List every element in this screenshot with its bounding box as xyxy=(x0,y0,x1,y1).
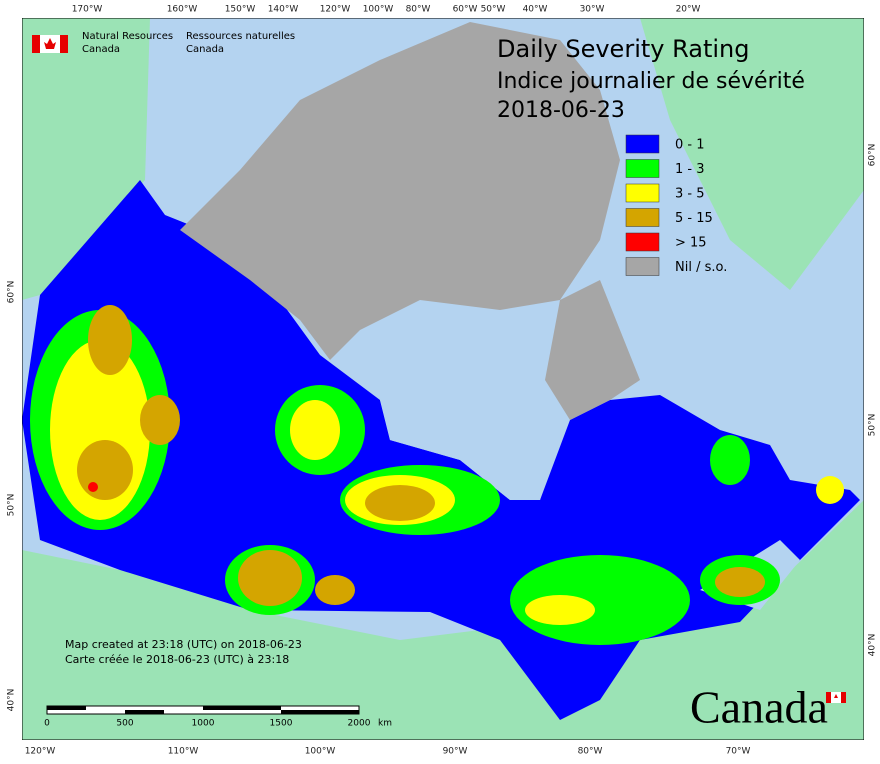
graticule-labels: 170°W 160°W 150°W 140°W 120°W 100°W 80°W 60°W 50… xyxy=(7,5,878,757)
org-fr: Ressources naturelles xyxy=(186,31,295,42)
map xyxy=(22,18,864,740)
legend-swatch xyxy=(625,257,660,276)
org-en: Natural Resources xyxy=(82,31,173,42)
legend-label: Nil / s.o. xyxy=(675,260,727,275)
scale-unit: km xyxy=(378,719,392,729)
scale-label: 1000 xyxy=(192,719,215,729)
longitude-label: 30°W xyxy=(580,5,605,15)
title: Indice journalier de sévérité xyxy=(497,69,805,94)
scale-label: 2000 xyxy=(348,719,371,729)
nrcan-signature: Natural Resources Canada Ressources natu… xyxy=(32,31,295,55)
northern-quebec xyxy=(545,280,640,420)
severity-zones xyxy=(30,305,844,645)
longitude-label: 150°W xyxy=(225,5,256,15)
longitude-label: 40°W xyxy=(523,5,548,15)
latitude-label: 60°N xyxy=(868,144,878,167)
arctic-islands xyxy=(180,22,620,360)
longitude-label: 60°W xyxy=(453,5,478,15)
longitude-label: 160°W xyxy=(167,5,198,15)
longitude-label: 80°W xyxy=(578,747,603,757)
legend-label: 0 - 1 xyxy=(675,138,705,153)
legend-label: 3 - 5 xyxy=(675,187,705,202)
legend-label: > 15 xyxy=(675,236,707,251)
longitude-label: 120°W xyxy=(320,5,351,15)
longitude-label: 70°W xyxy=(726,747,751,757)
legend-label: 5 - 15 xyxy=(675,211,713,226)
latitude-label: 40°N xyxy=(868,634,878,657)
legend: 0 - 1 1 - 3 3 - 5 5 - 15 > 15 Nil / s.o. xyxy=(625,134,727,276)
longitude-label: 110°W xyxy=(168,747,199,757)
credit: Carte créée le 2018-06-23 (UTC) à 23:18 xyxy=(65,653,289,666)
usa xyxy=(22,500,864,740)
greenland xyxy=(640,18,864,290)
title-block: Daily Severity Rating Indice journalier … xyxy=(497,35,805,123)
scale-label: 0 xyxy=(44,719,50,729)
legend-swatch xyxy=(625,183,660,203)
longitude-label: 120°W xyxy=(25,747,56,757)
org-en: Canada xyxy=(82,44,120,55)
longitude-label: 90°W xyxy=(443,747,468,757)
longitude-label: 80°W xyxy=(406,5,431,15)
alaska xyxy=(22,18,150,300)
latitude-label: 50°N xyxy=(7,494,17,517)
longitude-label: 140°W xyxy=(268,5,299,15)
latitude-label: 60°N xyxy=(7,281,17,304)
credit: Map created at 23:18 (UTC) on 2018-06-23 xyxy=(65,638,302,651)
scale-label: 1500 xyxy=(270,719,293,729)
legend-label: 1 - 3 xyxy=(675,162,705,177)
longitude-label: 170°W xyxy=(72,5,103,15)
longitude-label: 100°W xyxy=(305,747,336,757)
canada-wordmark: Canada xyxy=(690,682,828,733)
hudson-bay xyxy=(380,330,560,500)
longitude-label: 50°W xyxy=(481,5,506,15)
legend-swatch xyxy=(625,208,660,227)
wordmark: Canada xyxy=(690,682,846,733)
latitude-label: 50°N xyxy=(868,414,878,437)
scale-label: 500 xyxy=(116,719,133,729)
longitude-label: 20°W xyxy=(676,5,701,15)
latitude-label: 40°N xyxy=(7,689,17,712)
legend-swatch xyxy=(625,232,660,252)
date: 2018-06-23 xyxy=(497,98,625,123)
longitude-label: 100°W xyxy=(363,5,394,15)
legend-swatch xyxy=(625,134,660,154)
scale-bar: 0 500 1000 1500 2000 km xyxy=(44,705,392,729)
org-fr: Canada xyxy=(186,44,224,55)
legend-swatch xyxy=(625,159,660,178)
title: Daily Severity Rating xyxy=(497,35,749,63)
